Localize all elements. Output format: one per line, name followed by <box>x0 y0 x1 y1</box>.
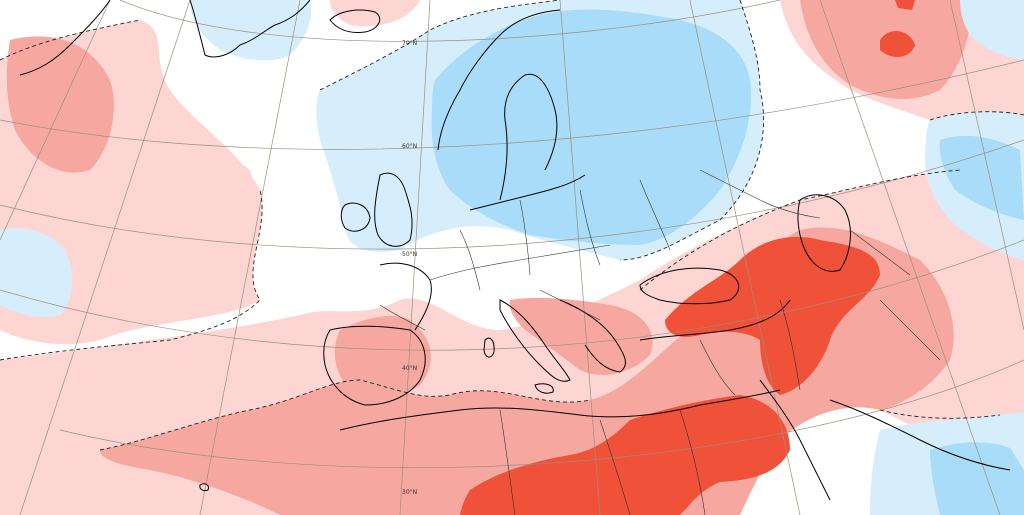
meridian-4 <box>399 0 431 515</box>
british-isles-coast <box>374 172 413 247</box>
norway-coast <box>437 9 561 151</box>
sicily-coast <box>534 383 554 394</box>
border-3 <box>519 199 531 276</box>
border-10 <box>599 419 631 515</box>
label-40n: 40°N <box>402 365 417 372</box>
iceland-coast <box>329 9 381 33</box>
cold-medium-area-east <box>939 135 1024 220</box>
border-2 <box>459 229 481 291</box>
parallel-50n <box>0 139 1024 250</box>
label-60n: 60°N <box>402 143 417 150</box>
dashed-contour-atlantic <box>0 189 263 361</box>
iberia-coast <box>323 325 426 406</box>
parallel-labels: 70°N 60°N 50°N 40°N 30°N <box>402 40 417 496</box>
meridian-7 <box>819 0 1001 515</box>
cold-light-area-atlantic <box>0 228 72 317</box>
dashed-contour-east <box>929 111 1024 121</box>
meridian-1 <box>0 0 111 241</box>
warm-medium-area-italy-balkans <box>509 297 653 375</box>
border-7 <box>539 289 601 321</box>
parallel-60n <box>0 59 1024 150</box>
meridian-3 <box>199 0 301 515</box>
greenland-east-coast <box>19 0 111 76</box>
border-8 <box>699 339 736 396</box>
border-11 <box>499 409 516 515</box>
dashed-contour-africa <box>99 379 591 451</box>
dashed-contour-northwest <box>0 19 141 61</box>
coastlines <box>19 0 1011 501</box>
border-12 <box>679 409 706 515</box>
meridian-6 <box>689 0 801 515</box>
warm-light-area-iceland <box>330 0 420 27</box>
border-9 <box>779 299 801 391</box>
dashed-contour-southeast <box>879 409 1001 419</box>
border-13 <box>379 304 426 331</box>
meridian-5 <box>559 0 601 515</box>
border-15 <box>879 299 941 361</box>
label-30n: 30°N <box>402 489 417 496</box>
arabia-coast <box>829 399 1011 471</box>
balkans-greece-coast <box>559 299 626 373</box>
turkey-coast <box>639 299 791 341</box>
parallel-30n <box>59 359 1024 468</box>
border-6 <box>699 169 821 219</box>
cold-light-area-greenland <box>190 0 312 61</box>
dashed-contour-scandinavia <box>619 0 765 261</box>
sardinia-coast <box>483 337 495 358</box>
cold-light-area-northeast-patch <box>960 0 1024 60</box>
black-sea-coast <box>639 267 740 305</box>
greenland-coast <box>189 0 311 58</box>
warm-medium-area-iberia <box>334 315 431 397</box>
warm-light-area-northwest-patch <box>130 140 252 197</box>
ireland-coast <box>340 202 371 232</box>
sweden-finland-coast <box>499 73 558 201</box>
label-50n: 50°N <box>402 251 417 258</box>
meridian-8 <box>949 0 1024 331</box>
border-4 <box>579 189 601 266</box>
caspian-coast <box>797 194 851 272</box>
dashed-contour-north <box>319 0 561 91</box>
baltic-coast <box>469 174 586 211</box>
canary-islands <box>199 483 209 492</box>
parallel-40n <box>0 239 1024 351</box>
warm-strong-area-northeast-spot <box>880 30 915 57</box>
parallel-70n <box>119 0 781 42</box>
border-1 <box>429 244 611 281</box>
red-sea-coast <box>759 379 831 501</box>
border-5 <box>639 179 671 251</box>
north-africa-coast <box>339 389 781 431</box>
warm-strong-area-northeast-spot-2 <box>895 0 915 10</box>
italy-coast <box>499 299 571 382</box>
cold-medium-area-southeast <box>930 442 1024 515</box>
warm-strong-area-north-africa <box>460 395 790 515</box>
border-14 <box>849 229 911 276</box>
meridian-2 <box>19 0 191 515</box>
label-70n: 70°N <box>402 40 417 47</box>
cold-medium-area-scandinavia-russia <box>431 9 751 246</box>
country-borders <box>379 169 941 515</box>
